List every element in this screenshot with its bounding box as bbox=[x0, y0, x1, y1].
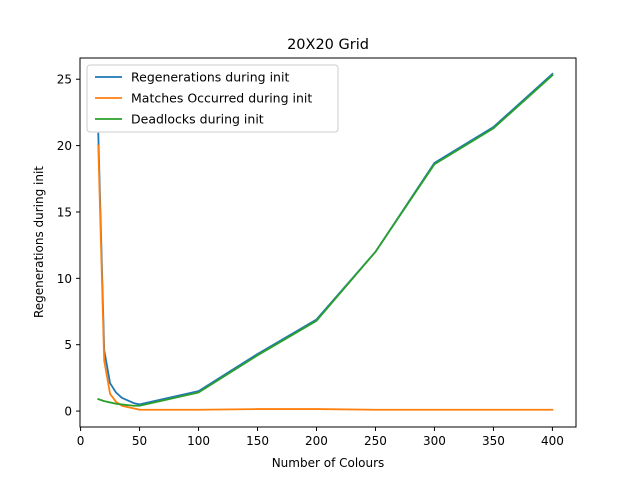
x-tick-label: 400 bbox=[541, 434, 564, 448]
legend-label-1: Regenerations during init bbox=[131, 70, 289, 85]
legend-items: Regenerations during init Matches Occurre… bbox=[95, 70, 312, 127]
y-axis-label: Regenerations during init bbox=[32, 166, 46, 318]
plot-area: 0 50 100 150 200 250 300 350 400 0 5 10 15 20 25 bbox=[57, 57, 577, 448]
legend-frame bbox=[86, 64, 339, 133]
x-axis-ticks: 0 50 100 150 200 250 300 350 400 bbox=[77, 427, 564, 448]
x-tick-label: 100 bbox=[187, 434, 210, 448]
x-tick-label: 50 bbox=[132, 434, 147, 448]
y-tick-label: 5 bbox=[64, 338, 72, 352]
y-axis-ticks: 0 5 10 15 20 25 bbox=[57, 73, 80, 419]
y-tick-label: 15 bbox=[57, 205, 72, 219]
x-tick-label: 150 bbox=[246, 434, 269, 448]
x-tick-label: 300 bbox=[423, 434, 446, 448]
x-axis-label: Number of Colours bbox=[272, 456, 385, 470]
legend-label-3: Deadlocks during init bbox=[131, 112, 264, 127]
x-tick-label: 200 bbox=[305, 434, 328, 448]
x-tick-label: 250 bbox=[364, 434, 387, 448]
series-line-3 bbox=[97, 73, 554, 407]
series-line-2 bbox=[97, 144, 554, 411]
x-tick-label: 350 bbox=[482, 434, 505, 448]
series-layer bbox=[97, 72, 554, 411]
x-tick-label: 0 bbox=[77, 434, 85, 448]
y-tick-label: 20 bbox=[57, 139, 72, 153]
y-tick-label: 0 bbox=[64, 405, 72, 419]
y-tick-label: 25 bbox=[57, 73, 72, 87]
chart-title: 20X20 Grid bbox=[287, 37, 369, 53]
legend-label-2: Matches Occurred during init bbox=[131, 91, 312, 106]
legend: Regenerations during init Matches Occurre… bbox=[86, 64, 339, 133]
y-tick-label: 10 bbox=[57, 272, 72, 286]
axes-frame bbox=[79, 57, 577, 428]
